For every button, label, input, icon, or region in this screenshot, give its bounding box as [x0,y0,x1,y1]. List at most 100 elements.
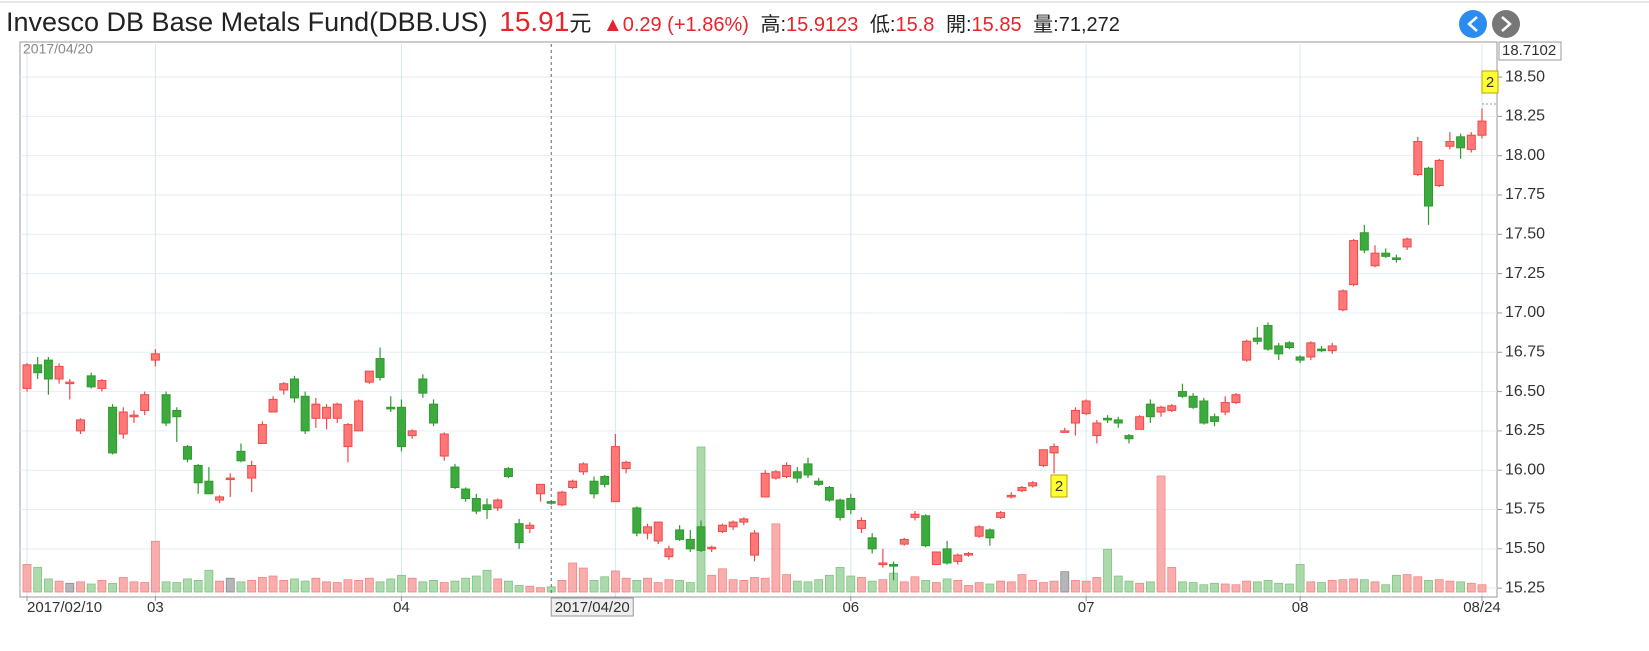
volume-bar [889,572,898,593]
candle-body [803,463,813,476]
volume-bar [750,577,759,593]
volume-bar [172,582,182,593]
volume-bar [1317,582,1326,593]
candle-body [996,512,1006,518]
high-label: 高: [760,14,787,36]
y-tick-label: 17.75 [1505,186,1545,203]
candle-body [1070,409,1080,424]
y-tick-label: 16.00 [1505,461,1545,478]
candle-body [707,546,717,550]
volume-bar [43,578,53,593]
volume-bar [386,578,396,593]
volume-bar [835,566,845,593]
candle-body [1049,446,1059,454]
volume-bar [354,580,364,593]
candle-body [1434,159,1444,187]
candle-body [632,507,642,534]
y-tick-label: 18.00 [1505,147,1545,164]
volume-bar [760,577,770,593]
candle-body [953,554,963,562]
candle-body [161,394,171,424]
candle-body [311,403,321,419]
candle-body [1060,430,1070,433]
volume-bar [54,580,64,593]
volume-bar [1199,584,1209,593]
nav-buttons[interactable] [1459,10,1520,38]
volume-bar [482,569,492,593]
low: 15.8 [895,14,935,36]
candle-body [867,537,877,550]
candle-body [963,553,973,556]
candle-body [814,480,824,485]
volume-bar [1359,579,1369,593]
volume-bar [1252,581,1262,593]
volume-bar [1178,581,1187,593]
candle-body [65,381,75,385]
volume-bar [846,575,856,593]
volume-bar [621,577,631,593]
volume-bar [1038,582,1048,593]
volume-bar [803,581,813,593]
candle-body [118,411,128,435]
annotation: 2 [1055,478,1063,495]
candle-body [193,464,203,484]
prev-button[interactable] [1459,10,1487,38]
candle-body [921,515,931,547]
candle-body [279,383,289,391]
volume-bar [375,581,385,593]
volume-bar [964,585,973,593]
candle-body [589,480,599,495]
candle-body [386,406,396,410]
y-tick-label: 17.50 [1505,226,1545,243]
x-tick-label: 04 [393,599,410,616]
candle-body [204,480,214,495]
candle-body [54,365,64,380]
candle-body [1391,257,1401,260]
candle-body [1199,400,1209,424]
candle-body [182,446,192,460]
candle-body [247,464,257,479]
y-tick-label: 17.25 [1505,265,1545,282]
candle-body [33,364,43,374]
candle-body [1295,356,1305,361]
volume-bar [268,575,278,593]
volume-bar [22,564,32,593]
volume-bar [685,582,695,593]
candle-body [792,471,802,479]
candle-body [1188,395,1198,408]
next-button[interactable] [1492,10,1520,38]
candle-body [461,488,471,500]
volume-bar [728,579,738,593]
candle-body [942,548,952,564]
candle-body [1028,482,1038,487]
candle-body [140,394,150,411]
volume-bar [718,568,727,593]
volume-bar [1092,577,1102,593]
volume-bar [1402,574,1412,593]
candle-body [846,498,856,511]
annotation-box [1050,474,1068,498]
open-label: 開: [945,14,972,36]
volume-bar [974,582,984,593]
candle-body [1359,232,1369,251]
candle-body [985,529,995,539]
candle-body [236,450,246,462]
ylim-label: 18.7102 [1502,42,1556,59]
candle-body [1124,435,1134,440]
header: Invesco DB Base Metals Fund(DBB.US) 15.9… [6,6,1126,38]
price: 15.91 [499,6,570,37]
candle-body [1413,141,1423,176]
volume-bar [1028,580,1038,593]
next-icon [1501,16,1512,32]
volume-bar [792,580,802,593]
volume-bar [407,577,417,593]
x-tick-label: 05 [607,599,624,616]
volume-bar [397,574,406,593]
volume-bar [183,578,192,593]
candle-body [750,532,759,556]
volume-bar [546,586,556,593]
candle-body [1349,240,1359,286]
x-tick-label: 06 [842,599,859,616]
x-tick-label: 08/24 [1463,599,1501,616]
candle-body [418,378,428,394]
